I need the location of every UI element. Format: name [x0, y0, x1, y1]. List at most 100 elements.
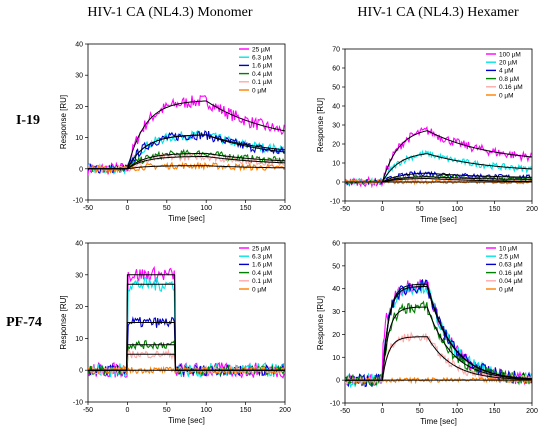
legend: 10 µM 2.5 µM0.63 µM0.16 µM0.04 µM0 µM	[486, 245, 523, 293]
x-tick-label: 50	[163, 205, 171, 212]
plot-area	[88, 265, 285, 379]
y-tick-label: 10	[75, 135, 83, 142]
legend: 100 µM 20 µM4 µM0.8 µM0.16 µM0 µM	[486, 51, 523, 99]
fit-curve	[345, 283, 532, 381]
plot-frame	[344, 242, 533, 404]
fit-curve	[88, 283, 285, 371]
legend-label: 0 µM	[499, 286, 514, 293]
x-axis-label: Time [sec]	[420, 215, 457, 224]
x-tick-label: 150	[489, 206, 501, 213]
x-tick-label: 50	[416, 206, 424, 213]
plot-frame	[87, 43, 286, 201]
x-tick-label: 150	[489, 408, 501, 415]
legend-label: 20 µM	[499, 60, 517, 67]
x-axis-label: Time [sec]	[168, 416, 205, 425]
legend-label: 1.6 µM	[252, 262, 272, 269]
y-tick-label: -10	[330, 199, 340, 206]
y-tick-label: 50	[332, 263, 340, 270]
plot-area	[88, 95, 285, 176]
legend-label: 1.6 µM	[252, 63, 272, 70]
legend-label: 0.8 µM	[499, 76, 519, 83]
y-tick-label: -10	[330, 401, 340, 408]
y-tick-label: 40	[75, 241, 83, 248]
x-tick-label: 0	[380, 206, 384, 213]
y-tick-label: 10	[332, 355, 340, 362]
x-tick-label: 200	[526, 206, 538, 213]
x-tick-label: 150	[240, 205, 252, 212]
y-tick-label: 0	[79, 368, 83, 375]
legend: 25 µM 6.3 µM1.6 µM0.4 µM0.1 µM0 µM	[239, 245, 272, 293]
sensorgram-0.1M	[88, 151, 285, 175]
plot-area	[345, 279, 532, 389]
column-title-monomer: HIV-1 CA (NL4.3) Monomer	[87, 5, 252, 20]
x-tick-label: 0	[380, 408, 384, 415]
y-tick-label: 70	[332, 47, 340, 54]
y-tick-label: -10	[73, 198, 83, 205]
x-tick-label: 200	[526, 408, 538, 415]
y-tick-label: 0	[79, 166, 83, 173]
legend-label: 0.16 µM	[499, 270, 523, 277]
y-tick-label: 0	[336, 378, 340, 385]
y-tick-label: 20	[75, 104, 83, 111]
x-tick-label: 0	[125, 205, 129, 212]
sensorgram-25M	[88, 265, 285, 379]
x-tick-label: 150	[240, 407, 252, 414]
legend-label: 25 µM	[252, 46, 270, 53]
legend-label: 0.4 µM	[252, 71, 272, 78]
y-tick-label: 40	[332, 104, 340, 111]
y-tick-label: 30	[332, 309, 340, 316]
x-tick-label: 100	[200, 205, 212, 212]
legend-label: 0.4 µM	[252, 270, 272, 277]
y-tick-label: 10	[332, 161, 340, 168]
legend-label: 10 µM	[499, 245, 517, 252]
legend-label: 6.3 µM	[252, 55, 272, 62]
legend-label: 0.04 µM	[499, 278, 523, 285]
y-tick-label: 30	[332, 123, 340, 130]
x-tick-label: 200	[279, 205, 291, 212]
x-tick-label: 200	[279, 407, 291, 414]
x-tick-label: 50	[163, 407, 171, 414]
legend-label: 100 µM	[499, 51, 521, 58]
legend-label: 6.3 µM	[252, 254, 272, 261]
legend-label: 0 µM	[252, 286, 267, 293]
column-title-hexamer: HIV-1 CA (NL4.3) Hexamer	[357, 5, 519, 20]
legend-label: 0 µM	[499, 92, 514, 99]
legend-label: 0.1 µM	[252, 278, 272, 285]
fit-curve	[88, 165, 285, 170]
x-tick-label: -50	[83, 407, 93, 414]
sensorgram-4M	[345, 169, 532, 186]
panel-hexamer-pf74: -50 0 50 100 150 200 -10 0 10 20 30 40 50 60 Time [sec…	[316, 241, 538, 427]
legend-label: 4 µM	[499, 68, 514, 75]
x-tick-label: 100	[200, 407, 212, 414]
sensorgram-0.16M	[345, 300, 532, 386]
y-tick-label: 20	[332, 332, 340, 339]
x-tick-label: -50	[340, 206, 350, 213]
y-tick-label: 40	[332, 286, 340, 293]
panel-monomer-i19: -50 0 50 100 150 200 -10 0 10 20 30 40 Time [sec] Res…	[59, 42, 291, 224]
x-tick-label: 0	[125, 407, 129, 414]
legend-label: 0.1 µM	[252, 79, 272, 86]
sensorgram-1.6M	[88, 130, 285, 174]
legend: 25 µM 6.3 µM1.6 µM0.4 µM0.1 µM0 µM	[239, 46, 272, 94]
y-tick-label: 20	[75, 304, 83, 311]
y-tick-label: 10	[75, 336, 83, 343]
y-axis-label: Response [RU]	[59, 95, 68, 149]
legend-label: 0 µM	[252, 87, 267, 94]
y-tick-label: 0	[336, 180, 340, 187]
x-tick-label: 50	[416, 408, 424, 415]
y-tick-label: 30	[75, 73, 83, 80]
sensorgram-0M	[88, 161, 285, 174]
legend-label: 0.16 µM	[499, 84, 523, 91]
sensorgram-0M	[345, 376, 532, 385]
row-label-pf74: PF-74	[6, 315, 42, 330]
y-tick-label: 40	[75, 42, 83, 49]
y-tick-label: 20	[332, 142, 340, 149]
x-tick-label: 100	[451, 408, 463, 415]
x-axis-label: Time [sec]	[168, 214, 205, 223]
y-tick-label: -10	[73, 400, 83, 407]
y-tick-label: 30	[75, 272, 83, 279]
plot-frame	[87, 242, 286, 403]
y-tick-label: 60	[332, 241, 340, 248]
x-axis-label: Time [sec]	[420, 417, 457, 426]
